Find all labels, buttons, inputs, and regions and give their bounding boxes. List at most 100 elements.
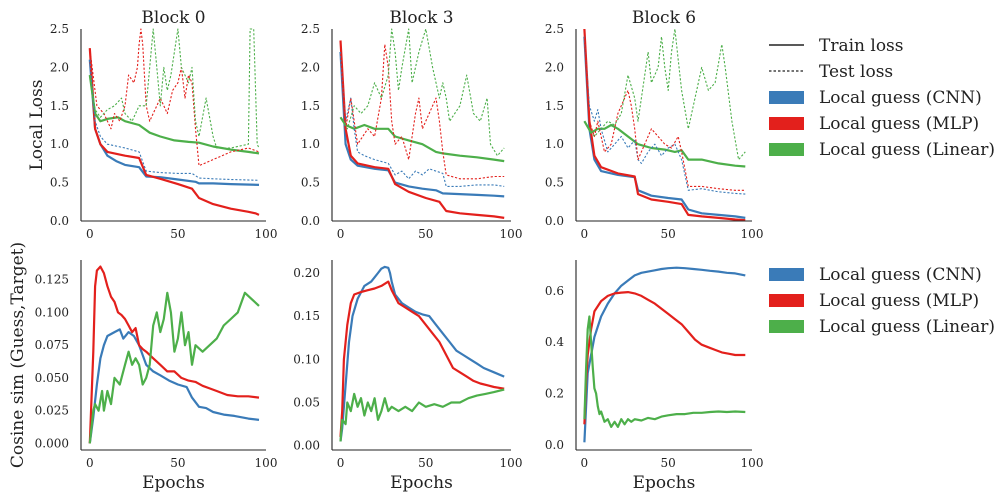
y-tick-label: 0.0 xyxy=(301,214,320,228)
y-tick-label: 0.025 xyxy=(35,404,69,418)
legend-swatch-mlp xyxy=(769,117,804,130)
y-tick-label: 2.0 xyxy=(50,60,69,74)
subplot-title: Block 6 xyxy=(632,8,696,28)
x-tick-label: 50 xyxy=(170,456,185,470)
x-tick-label: 0 xyxy=(337,227,345,241)
y-tick-label: 0.15 xyxy=(293,309,320,323)
legend-label: Local guess (CNN) xyxy=(819,88,982,108)
legend-label: Local guess (Linear) xyxy=(819,140,995,160)
y-tick-label: 0.0 xyxy=(545,214,564,228)
series-mlp-solid xyxy=(339,40,505,219)
subplot-4: 0 50 100 0.00 0.05 0.10 0.15 0.20 Epochs xyxy=(293,260,522,493)
series-cnn-dotted xyxy=(583,36,746,195)
y-tick-label: 0.100 xyxy=(35,305,69,319)
x-tick-label: 0 xyxy=(337,456,345,470)
x-tick-label: 100 xyxy=(741,456,764,470)
x-tick-label: 0 xyxy=(581,227,589,241)
y-tick-label: 0.050 xyxy=(35,371,69,385)
legend-top: Train loss Test loss Local guess (CNN) Loca… xyxy=(769,36,995,160)
series-cnn-solid xyxy=(88,59,260,186)
y-tick-label: 0.125 xyxy=(35,273,69,287)
subplot-3: 0 50 100 0.000 0.025 0.050 0.075 0.100 0.125 Epoc… xyxy=(8,242,277,493)
series-mlp-solid xyxy=(88,48,260,216)
x-tick-label: 50 xyxy=(661,227,676,241)
y-tick-label: 1.0 xyxy=(301,137,320,151)
y-tick-label: 0.00 xyxy=(293,439,320,453)
y-tick-label: 1.5 xyxy=(50,99,69,113)
legend-label: Test loss xyxy=(819,62,893,82)
subplot-title: Block 3 xyxy=(389,8,453,28)
series-mlp-dotted xyxy=(89,28,260,167)
legend-swatch-linear xyxy=(769,143,804,156)
series-mlp-solid xyxy=(583,28,746,222)
series-linear-solid xyxy=(339,388,505,442)
series-cnn-solid xyxy=(339,51,505,198)
x-axis-label: Epochs xyxy=(142,473,205,493)
legend-label: Local guess (CNN) xyxy=(819,265,982,285)
x-tick-label: 100 xyxy=(255,227,278,241)
series-cnn-solid xyxy=(583,36,746,219)
x-tick-label: 100 xyxy=(741,227,764,241)
y-tick-label: 2.5 xyxy=(545,22,564,36)
legend-label: Local guess (Linear) xyxy=(819,317,995,337)
series-linear-dotted xyxy=(340,28,505,157)
series-mlp-solid xyxy=(339,280,505,438)
y-tick-label: 2.0 xyxy=(301,60,320,74)
legend-label: Local guess (MLP) xyxy=(819,291,979,311)
y-axis-label: Cosine sim (Guess,Target) xyxy=(8,242,28,468)
y-tick-label: 0.6 xyxy=(545,284,564,298)
y-axis-label: Local Loss xyxy=(27,80,47,171)
subplot-0: 0 50 100 0.0 0.5 1.0 1.5 2.0 2.5 Block 0 Local Los… xyxy=(27,8,277,241)
subplot-2: 0 50 100 0.0 0.5 1.0 1.5 2.0 2.5 Block 6 xyxy=(545,8,764,241)
y-tick-label: 0.05 xyxy=(293,396,320,410)
series-linear-dotted xyxy=(89,28,260,149)
subplot-1: 0 50 100 0.0 0.5 1.0 1.5 2.0 2.5 Block 3 xyxy=(301,8,523,241)
x-tick-label: 100 xyxy=(500,227,523,241)
x-tick-label: 50 xyxy=(418,456,433,470)
series-cnn-solid xyxy=(583,266,746,443)
legend-swatch-cnn xyxy=(769,268,804,281)
x-tick-label: 50 xyxy=(661,456,676,470)
y-tick-label: 0.5 xyxy=(50,176,69,190)
x-axis-label: Epochs xyxy=(633,473,696,493)
x-tick-label: 0 xyxy=(86,456,94,470)
series-linear-solid xyxy=(583,315,746,428)
series-mlp-solid xyxy=(88,265,260,444)
legend-label: Local guess (MLP) xyxy=(819,114,979,134)
y-tick-label: 0.075 xyxy=(35,338,69,352)
y-tick-label: 0.0 xyxy=(545,438,564,452)
y-tick-label: 0.10 xyxy=(293,352,320,366)
x-tick-label: 0 xyxy=(86,227,94,241)
y-tick-label: 0.5 xyxy=(301,176,320,190)
series-linear-solid xyxy=(339,116,505,163)
y-tick-label: 0.000 xyxy=(35,436,69,450)
series-mlp-dotted xyxy=(339,40,505,180)
y-tick-label: 0.5 xyxy=(545,176,564,190)
series-linear-dotted xyxy=(583,28,746,161)
subplot-5: 0 50 100 0.0 0.2 0.4 0.6 Epochs xyxy=(545,260,764,493)
y-tick-label: 1.5 xyxy=(301,99,320,113)
y-tick-label: 1.0 xyxy=(50,137,69,151)
x-axis-label: Epochs xyxy=(390,473,453,493)
x-tick-label: 100 xyxy=(255,456,278,470)
series-linear-solid xyxy=(88,291,260,444)
legend-swatch-cnn xyxy=(769,91,804,104)
subplot-title: Block 0 xyxy=(141,8,205,28)
legend-swatch-mlp xyxy=(769,294,804,307)
series-mlp-dotted xyxy=(583,28,746,191)
x-tick-label: 0 xyxy=(581,456,589,470)
y-tick-label: 1.5 xyxy=(545,99,564,113)
y-tick-label: 2.5 xyxy=(50,22,69,36)
y-tick-label: 0.4 xyxy=(545,335,564,349)
legend-swatch-linear xyxy=(769,320,804,333)
y-tick-label: 2.0 xyxy=(545,60,564,74)
x-tick-label: 50 xyxy=(418,227,433,241)
series-cnn-dotted xyxy=(89,59,260,181)
y-tick-label: 2.5 xyxy=(301,22,320,36)
y-tick-label: 0.20 xyxy=(293,266,320,280)
y-tick-label: 0.0 xyxy=(50,214,69,228)
y-tick-label: 1.0 xyxy=(545,137,564,151)
x-tick-label: 50 xyxy=(170,227,185,241)
x-tick-label: 100 xyxy=(500,456,523,470)
